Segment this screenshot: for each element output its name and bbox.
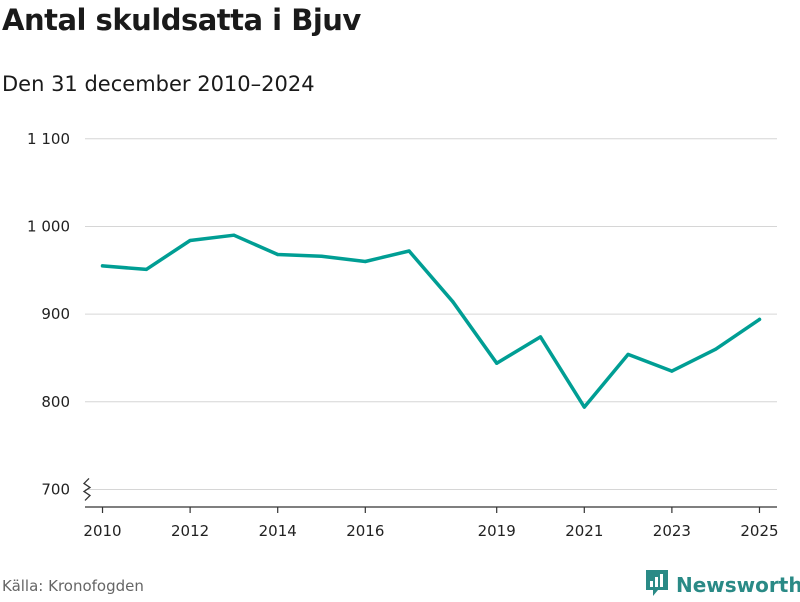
- x-tick-label: 2023: [653, 522, 691, 540]
- data-point: [538, 335, 543, 339]
- data-point: [232, 233, 236, 237]
- y-tick-label: 700: [41, 480, 70, 498]
- y-tick-label: 900: [41, 305, 70, 323]
- data-point: [144, 267, 148, 272]
- chart-title: Antal skuldsatta i Bjuv: [2, 3, 361, 37]
- x-tick-label: 2016: [346, 522, 384, 540]
- y-tick-label: 1 000: [27, 217, 70, 235]
- data-point: [495, 361, 499, 365]
- data-point: [757, 317, 762, 321]
- data-point: [276, 252, 280, 257]
- data-point: [451, 300, 455, 304]
- data-point: [670, 369, 674, 373]
- source-note: Källa: Kronofogden: [2, 577, 144, 595]
- data-point: [363, 259, 367, 264]
- chart-subtitle: Den 31 december 2010–2024: [2, 72, 315, 96]
- x-tick-label: 2019: [478, 522, 516, 540]
- y-tick-label: 1 100: [27, 130, 70, 148]
- x-tick-label: 2012: [171, 522, 209, 540]
- x-tick-label: 2025: [740, 522, 778, 540]
- series-line: [100, 233, 762, 409]
- x-tick-label: 2014: [259, 522, 297, 540]
- data-point: [626, 352, 630, 357]
- axis-break-marker: [82, 478, 92, 501]
- newsworthy-logo-icon: [644, 568, 670, 602]
- data-point: [714, 347, 718, 351]
- data-point: [319, 254, 324, 258]
- x-tick-label: 2021: [565, 522, 603, 540]
- data-point: [407, 249, 411, 253]
- x-tick-label: 2010: [83, 522, 121, 540]
- brand-name: Newsworthy: [676, 573, 800, 597]
- y-tick-label: 800: [41, 393, 70, 411]
- brand-logo[interactable]: Newsworthy: [644, 568, 800, 602]
- data-point: [188, 238, 192, 243]
- data-point: [100, 264, 105, 268]
- data-point: [582, 405, 586, 409]
